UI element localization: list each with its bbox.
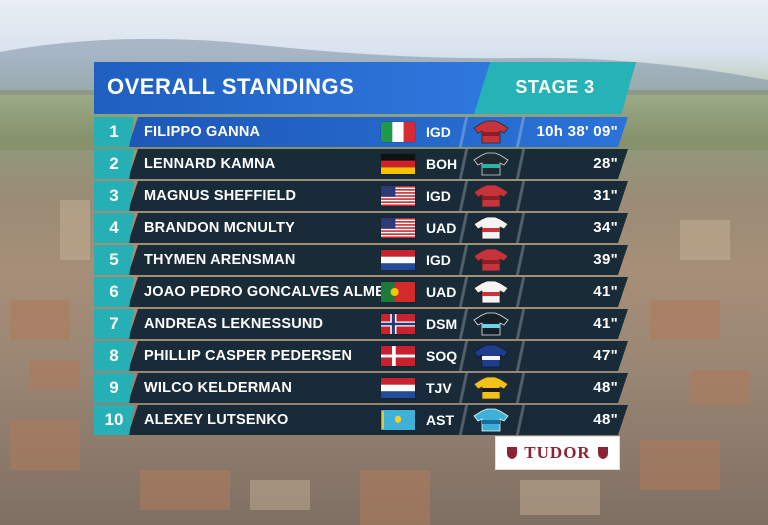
- rank-number: 8: [94, 341, 134, 371]
- team-code: IGD: [426, 188, 451, 204]
- row-background: [128, 181, 628, 211]
- uae-icon: [472, 280, 510, 304]
- gap-time: 41": [593, 283, 618, 300]
- gap-time: 34": [593, 219, 618, 236]
- row-background: [128, 149, 628, 179]
- tudor-shield-icon: [507, 447, 518, 459]
- standings-header: OVERALL STANDINGS STAGE 3: [94, 62, 636, 114]
- gap-time: 39": [593, 251, 618, 268]
- rank-number: 1: [94, 117, 134, 147]
- team-code: IGD: [426, 252, 451, 268]
- row-background: [128, 213, 628, 243]
- row-background: [128, 309, 628, 339]
- usa-flag-icon: [381, 218, 415, 238]
- rider-name: ANDREAS LEKNESSUND: [144, 316, 324, 332]
- team-code: BOH: [426, 156, 458, 172]
- rank-number: 7: [94, 309, 134, 339]
- rider-name: ALEXEY LUTSENKO: [144, 412, 289, 428]
- italy-flag-icon: [381, 122, 415, 142]
- standings-row: 8 PHILLIP CASPER PEDERSEN SOQ 47": [94, 341, 636, 371]
- ineos-icon: [472, 120, 510, 144]
- rank-number: 3: [94, 181, 134, 211]
- row-background: [128, 245, 628, 275]
- row-background: [128, 405, 628, 435]
- astana-icon: [472, 408, 510, 432]
- row-background: [128, 117, 628, 147]
- team-code: IGD: [426, 124, 451, 140]
- standings-row: 3 MAGNUS SHEFFIELD IGD 31": [94, 181, 636, 211]
- rider-name: THYMEN ARENSMAN: [144, 252, 296, 268]
- standings-row: 9 WILCO KELDERMAN TJV 48": [94, 373, 636, 403]
- rider-name: JOAO PEDRO GONCALVES ALMEIDA: [144, 284, 411, 300]
- standings-title: OVERALL STANDINGS: [107, 74, 355, 99]
- rank-number: 6: [94, 277, 134, 307]
- gap-time: 48": [593, 379, 618, 396]
- tudor-shield-icon: [597, 447, 608, 459]
- gap-time: 31": [593, 187, 618, 204]
- sponsor-name: TUDOR: [524, 443, 591, 462]
- rider-name: PHILLIP CASPER PEDERSEN: [144, 348, 353, 364]
- team-code: AST: [426, 412, 454, 428]
- team-code: SOQ: [426, 348, 458, 364]
- soudal-icon: [472, 344, 510, 368]
- sponsor-logo: TUDOR: [495, 436, 620, 470]
- header-title-panel: OVERALL STANDINGS: [94, 62, 494, 114]
- team-code: UAD: [426, 284, 457, 300]
- uae-icon: [472, 216, 510, 240]
- ineos-icon: [472, 248, 510, 272]
- rank-number: 9: [94, 373, 134, 403]
- standings-row: 2 LENNARD KAMNA BOH 28": [94, 149, 636, 179]
- standings-row: 1 FILIPPO GANNA IGD 10h 38' 09": [94, 117, 636, 147]
- rank-number: 4: [94, 213, 134, 243]
- standings-row: 10 ALEXEY LUTSENKO AST 48": [94, 405, 636, 435]
- dsm-icon: [472, 312, 510, 336]
- stage-label: STAGE 3: [515, 77, 595, 97]
- standings-row: 4 BRANDON MCNULTY UAD 34": [94, 213, 636, 243]
- standings-row: 7 ANDREAS LEKNESSUND DSM 41": [94, 309, 636, 339]
- netherlands-flag-icon: [381, 378, 415, 398]
- usa-flag-icon: [381, 186, 415, 206]
- standings-row: 5 THYMEN ARENSMAN IGD 39": [94, 245, 636, 275]
- rider-name: BRANDON MCNULTY: [144, 220, 295, 236]
- gap-time: 10h 38' 09": [536, 123, 618, 140]
- row-background: [128, 277, 628, 307]
- team-code: UAD: [426, 220, 457, 236]
- gap-time: 28": [593, 155, 618, 172]
- row-background: [128, 341, 628, 371]
- row-background: [128, 373, 628, 403]
- rider-name: FILIPPO GANNA: [144, 124, 261, 140]
- standings-row: 6 JOAO PEDRO GONCALVES ALMEIDA UAD 41": [94, 277, 636, 307]
- team-code: DSM: [426, 316, 458, 332]
- team-code: TJV: [426, 380, 452, 396]
- rider-name: LENNARD KAMNA: [144, 156, 276, 172]
- denmark-flag-icon: [381, 346, 415, 366]
- rank-number: 2: [94, 149, 134, 179]
- rider-name: WILCO KELDERMAN: [144, 380, 292, 396]
- kazakhstan-flag-icon: [381, 410, 415, 430]
- norway-flag-icon: [381, 314, 415, 334]
- gap-time: 48": [593, 411, 618, 428]
- bora-icon: [472, 152, 510, 176]
- rank-number: 10: [94, 405, 134, 435]
- rank-number: 5: [94, 245, 134, 275]
- portugal-flag-icon: [381, 282, 415, 302]
- stage-badge: STAGE 3: [474, 62, 636, 114]
- gap-time: 47": [593, 347, 618, 364]
- jumbo-icon: [472, 376, 510, 400]
- germany-flag-icon: [381, 154, 415, 174]
- gap-time: 41": [593, 315, 618, 332]
- ineos-icon: [472, 184, 510, 208]
- rider-name: MAGNUS SHEFFIELD: [144, 188, 297, 204]
- netherlands-flag-icon: [381, 250, 415, 270]
